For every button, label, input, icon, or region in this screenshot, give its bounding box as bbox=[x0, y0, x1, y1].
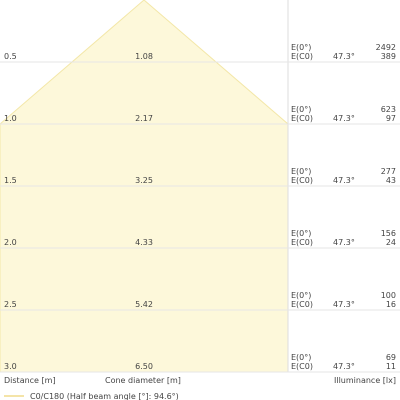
ec0-label: E(C0) bbox=[291, 362, 313, 371]
ec0-value: 24 bbox=[386, 238, 396, 247]
e0-label: E(0°) bbox=[291, 167, 311, 176]
e0-label: E(0°) bbox=[291, 43, 311, 52]
footer-distance: Distance [m] bbox=[4, 376, 56, 385]
e0-label: E(0°) bbox=[291, 229, 311, 238]
ec0-value: 16 bbox=[386, 300, 396, 309]
e0-value: 277 bbox=[381, 167, 396, 176]
ec0-label: E(C0) bbox=[291, 300, 313, 309]
ec0-value: 11 bbox=[386, 362, 396, 371]
angle: 47.3° bbox=[333, 300, 355, 309]
e0-value: 2492 bbox=[376, 43, 396, 52]
e0-value: 69 bbox=[386, 353, 396, 362]
angle: 47.3° bbox=[333, 52, 355, 61]
diameter: 3.25 bbox=[135, 176, 153, 185]
ec0-label: E(C0) bbox=[291, 114, 313, 123]
e0-label: E(0°) bbox=[291, 105, 311, 114]
angle: 47.3° bbox=[333, 114, 355, 123]
distance: 2.0 bbox=[4, 238, 17, 247]
ec0-label: E(C0) bbox=[291, 238, 313, 247]
legend-label: C0/C180 (Half beam angle [°]: 94.6°) bbox=[30, 392, 179, 400]
angle: 47.3° bbox=[333, 176, 355, 185]
diameter: 4.33 bbox=[135, 238, 153, 247]
angle: 47.3° bbox=[333, 362, 355, 371]
distance: 2.5 bbox=[4, 300, 17, 309]
diameter: 2.17 bbox=[135, 114, 153, 123]
distance: 1.5 bbox=[4, 176, 17, 185]
footer-illuminance: Illuminance [lx] bbox=[334, 376, 396, 385]
distance: 1.0 bbox=[4, 114, 17, 123]
angle: 47.3° bbox=[333, 238, 355, 247]
ec0-label: E(C0) bbox=[291, 176, 313, 185]
e0-label: E(0°) bbox=[291, 291, 311, 300]
ec0-value: 43 bbox=[386, 176, 396, 185]
ec0-value: 97 bbox=[386, 114, 396, 123]
e0-value: 623 bbox=[381, 105, 396, 114]
e0-label: E(0°) bbox=[291, 353, 311, 362]
distance: 3.0 bbox=[4, 362, 17, 371]
ec0-label: E(C0) bbox=[291, 52, 313, 61]
e0-value: 100 bbox=[381, 291, 396, 300]
e0-value: 156 bbox=[381, 229, 396, 238]
diameter: 6.50 bbox=[135, 362, 153, 371]
diameter: 5.42 bbox=[135, 300, 153, 309]
ec0-value: 389 bbox=[381, 52, 396, 61]
footer-diameter: Cone diameter [m] bbox=[105, 376, 181, 385]
distance: 0.5 bbox=[4, 52, 17, 61]
diameter: 1.08 bbox=[135, 52, 153, 61]
